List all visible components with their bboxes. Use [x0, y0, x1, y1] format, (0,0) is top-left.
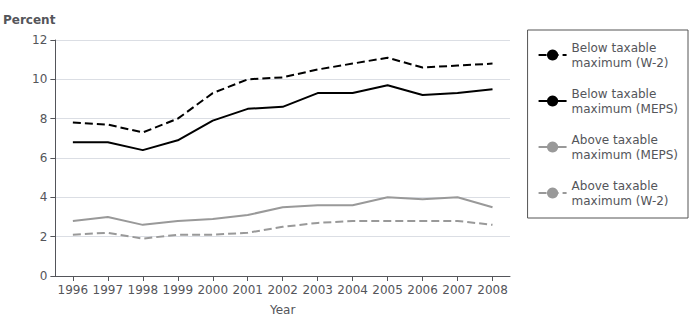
svg-text:maximum (W-2): maximum (W-2)	[572, 56, 669, 70]
svg-text:4: 4	[40, 190, 48, 204]
svg-text:1997: 1997	[93, 283, 124, 297]
svg-text:6: 6	[40, 151, 48, 165]
svg-text:2006: 2006	[407, 283, 438, 297]
svg-text:2004: 2004	[337, 283, 368, 297]
svg-text:2002: 2002	[267, 283, 298, 297]
svg-text:maximum (MEPS): maximum (MEPS)	[572, 102, 678, 116]
svg-text:Below taxable: Below taxable	[572, 41, 657, 55]
svg-text:maximum (MEPS): maximum (MEPS)	[572, 148, 678, 162]
svg-text:2001: 2001	[232, 283, 263, 297]
svg-text:1996: 1996	[58, 283, 89, 297]
svg-text:Year: Year	[269, 303, 295, 317]
svg-text:Below taxable: Below taxable	[572, 87, 657, 101]
svg-text:2003: 2003	[302, 283, 333, 297]
svg-text:2: 2	[40, 230, 48, 244]
svg-text:2008: 2008	[477, 283, 508, 297]
svg-text:10: 10	[32, 72, 47, 86]
svg-text:1998: 1998	[128, 283, 159, 297]
svg-text:8: 8	[40, 112, 48, 126]
svg-text:Above taxable: Above taxable	[572, 179, 658, 193]
svg-text:1999: 1999	[163, 283, 194, 297]
svg-text:0: 0	[40, 269, 48, 283]
svg-text:2005: 2005	[372, 283, 403, 297]
svg-text:2007: 2007	[442, 283, 473, 297]
svg-text:12: 12	[32, 33, 47, 47]
svg-text:Above taxable: Above taxable	[572, 133, 658, 147]
svg-text:Percent: Percent	[3, 13, 56, 27]
svg-text:2000: 2000	[197, 283, 228, 297]
svg-text:maximum (W-2): maximum (W-2)	[572, 194, 669, 208]
